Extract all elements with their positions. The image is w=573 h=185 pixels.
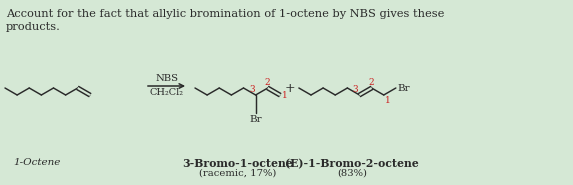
Text: Account for the fact that allylic bromination of 1-octene by NBS gives these: Account for the fact that allylic bromin… [6,9,445,19]
Text: 1-Octene: 1-Octene [14,158,61,167]
Text: 3-Bromo-1-octene: 3-Bromo-1-octene [182,158,293,169]
Text: Br: Br [398,83,410,92]
Text: NBS: NBS [155,74,178,83]
Text: 1: 1 [384,96,390,105]
Text: (racemic, 17%): (racemic, 17%) [199,169,276,178]
Text: (E)-1-Bromo-2-octene: (E)-1-Bromo-2-octene [285,158,419,169]
Text: products.: products. [6,22,61,32]
Text: 2: 2 [369,78,374,87]
Text: (83%): (83%) [337,169,367,178]
Text: 1: 1 [282,90,288,100]
Text: CH₂Cl₂: CH₂Cl₂ [150,88,183,97]
Text: Br: Br [249,115,262,124]
Text: 2: 2 [265,78,270,87]
Text: 3: 3 [353,85,359,94]
Text: +: + [285,82,295,95]
Text: 3: 3 [249,85,254,94]
